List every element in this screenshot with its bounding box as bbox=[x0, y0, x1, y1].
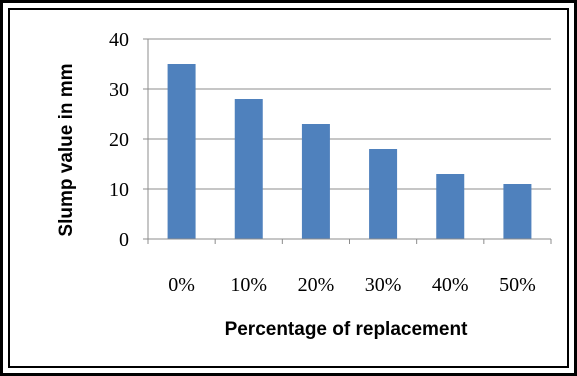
y-tick-labels: 0 10 20 30 40 bbox=[109, 29, 129, 251]
y-tick-label: 40 bbox=[109, 29, 129, 51]
x-tick-label: 30% bbox=[365, 274, 402, 296]
bars bbox=[167, 64, 532, 239]
gridlines bbox=[148, 38, 551, 190]
x-tick-label: 20% bbox=[298, 274, 335, 296]
y-tick-label: 0 bbox=[119, 229, 129, 251]
bar bbox=[234, 99, 263, 239]
bar bbox=[436, 174, 465, 239]
x-tick-labels: 0% 10% 20% 30% 40% 50% bbox=[168, 274, 536, 296]
y-tick-label: 10 bbox=[109, 179, 129, 201]
x-axis-title: Percentage of replacement bbox=[225, 319, 469, 340]
bar bbox=[167, 64, 196, 239]
y-tick-label: 20 bbox=[109, 129, 129, 151]
x-tick-label: 10% bbox=[230, 274, 267, 296]
y-axis-title: Slump value in mm bbox=[56, 63, 77, 236]
chart-frame-inner bbox=[8, 8, 569, 368]
y-tick-label: 30 bbox=[109, 79, 129, 101]
axes bbox=[143, 38, 552, 244]
bar bbox=[503, 184, 532, 239]
x-tick-label: 50% bbox=[499, 274, 536, 296]
bar bbox=[301, 124, 330, 239]
x-tick-label: 0% bbox=[168, 274, 195, 296]
bar bbox=[369, 149, 398, 239]
x-tick-label: 40% bbox=[432, 274, 469, 296]
